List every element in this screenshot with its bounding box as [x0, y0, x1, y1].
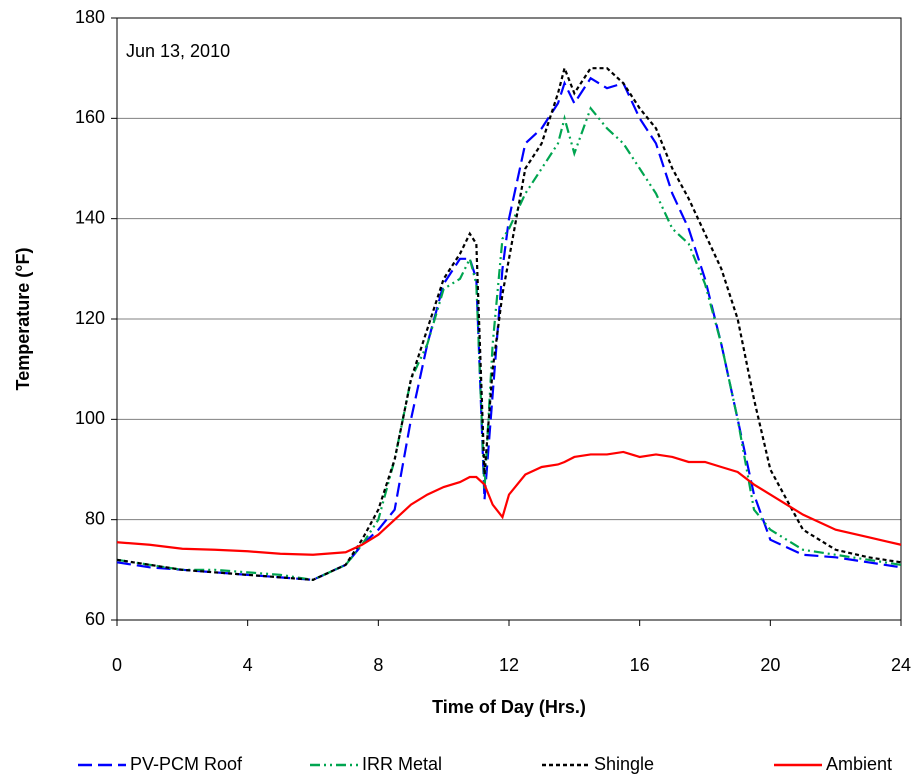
y-tick-label: 160	[75, 107, 105, 127]
x-tick-label: 8	[373, 655, 383, 675]
annotation: Jun 13, 2010	[126, 41, 230, 61]
x-axis-label: Time of Day (Hrs.)	[432, 697, 586, 717]
series-line	[116, 64, 902, 581]
x-tick-label: 16	[630, 655, 650, 675]
y-axis-label: Temperature (°F)	[13, 248, 33, 391]
y-tick-label: 120	[75, 308, 105, 328]
y-tick-label: 100	[75, 408, 105, 428]
legend-label: Shingle	[594, 754, 654, 774]
series-line	[116, 76, 902, 581]
legend-label: PV-PCM Roof	[130, 754, 243, 774]
y-tick-label: 180	[75, 7, 105, 27]
y-tick-label: 60	[85, 609, 105, 629]
x-tick-label: 4	[243, 655, 253, 675]
series-line	[116, 106, 902, 582]
x-tick-label: 12	[499, 655, 519, 675]
plot-frame	[116, 17, 902, 621]
x-tick-label: 24	[891, 655, 911, 675]
legend-label: IRR Metal	[362, 754, 442, 774]
y-tick-label: 140	[75, 207, 105, 227]
y-tick-label: 80	[85, 508, 105, 528]
legend-label: Ambient	[826, 754, 892, 774]
series-line	[116, 450, 902, 556]
x-tick-label: 0	[112, 655, 122, 675]
x-tick-label: 20	[760, 655, 780, 675]
